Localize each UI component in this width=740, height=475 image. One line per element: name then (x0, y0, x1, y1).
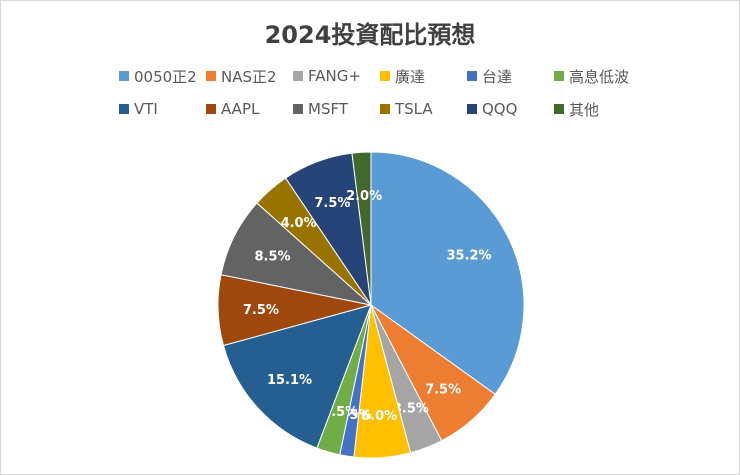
legend-swatch (119, 104, 129, 114)
data-label-12: 2.0% (346, 189, 382, 204)
legend-label: VTI (134, 100, 158, 118)
legend-label: MSFT (308, 100, 348, 118)
legend-item: 廣達 (380, 67, 467, 86)
data-label-10: 4.0% (281, 216, 317, 231)
legend-swatch (206, 104, 216, 114)
legend-label: 台達 (482, 67, 513, 86)
data-label-8: 7.5% (243, 303, 279, 318)
pie-slice-12 (351, 151, 372, 306)
legend-label: 高息低波 (569, 67, 630, 86)
legend-label: 0050正2 (134, 67, 197, 86)
legend: 0050正2 NAS正2 FANG+ 廣達 台達 高息低波 VTI AAPL M… (119, 67, 679, 119)
chart-title: 2024投資配比預想 (264, 21, 476, 49)
legend-swatch (467, 104, 477, 114)
legend-swatch (467, 71, 477, 81)
legend-item: TSLA (380, 100, 467, 118)
legend-item: VTI (119, 100, 206, 118)
legend-item: 高息低波 (554, 67, 654, 86)
legend-swatch (380, 104, 390, 114)
legend-label: 廣達 (395, 67, 426, 86)
pie-slice-7 (222, 304, 372, 449)
data-label-9: 8.5% (254, 250, 290, 265)
legend-item: 0050正2 (119, 67, 206, 86)
legend-label: 其他 (569, 100, 600, 119)
legend-item: MSFT (293, 100, 380, 118)
legend-swatch (554, 71, 564, 81)
legend-item: NAS正2 (206, 67, 293, 86)
data-label-4: 6.0% (361, 409, 397, 424)
legend-item: FANG+ (293, 67, 380, 85)
data-label-7: 15.1% (267, 373, 312, 388)
legend-swatch (293, 104, 303, 114)
legend-swatch (119, 71, 129, 81)
legend-item: 其他 (554, 100, 654, 119)
legend-swatch (206, 71, 216, 81)
data-label-3: 3.5% (393, 402, 429, 417)
legend-item: AAPL (206, 100, 293, 118)
legend-item: QQQ (467, 100, 554, 118)
data-label-11: 7.5% (314, 196, 350, 211)
legend-swatch (380, 71, 390, 81)
legend-label: NAS正2 (221, 67, 277, 86)
legend-label: QQQ (482, 100, 518, 118)
pie-slice-1 (370, 151, 525, 396)
legend-item: 台達 (467, 67, 554, 86)
legend-label: AAPL (221, 100, 260, 118)
data-label-2: 7.5% (425, 382, 461, 397)
legend-label: TSLA (395, 100, 433, 118)
legend-swatch (554, 104, 564, 114)
legend-label: FANG+ (308, 67, 361, 85)
data-label-1: 35.2% (446, 249, 491, 264)
legend-swatch (293, 71, 303, 81)
